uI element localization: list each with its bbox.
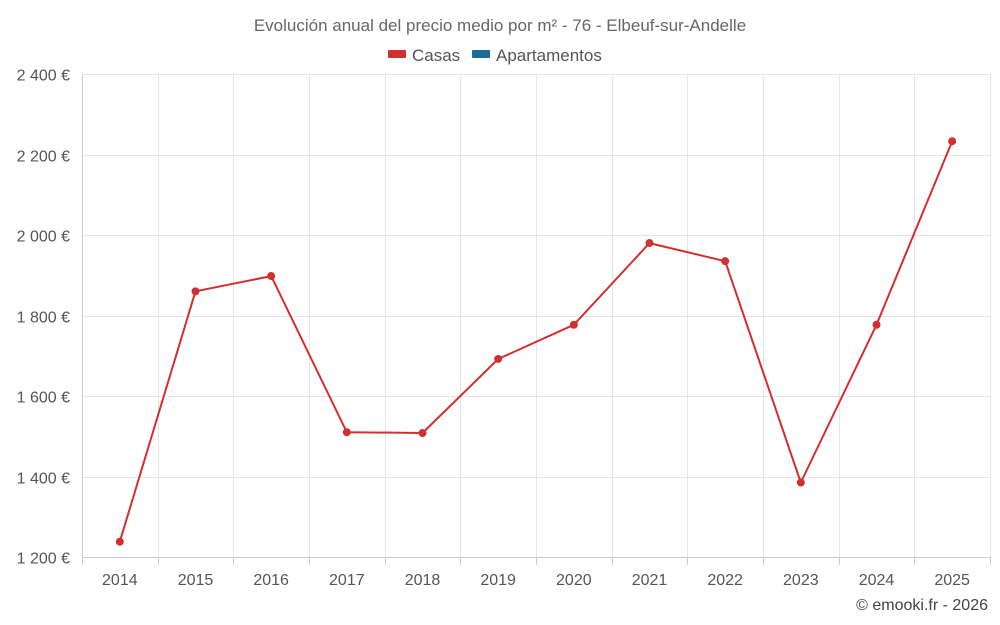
data-point-casas-2020[interactable] xyxy=(569,320,578,329)
legend: Casas Apartamentos xyxy=(388,46,602,65)
x-tick-label: 2015 xyxy=(178,572,214,589)
series-line-casas xyxy=(118,140,954,542)
x-tick-label: 2024 xyxy=(859,572,895,589)
data-point-casas-2025[interactable] xyxy=(948,137,957,146)
y-axis-ticks: 1 200 € 1 400 € 1 600 € 1 800 € 2 000 € 2 200… xyxy=(17,68,70,568)
data-point-casas-2021[interactable] xyxy=(645,239,654,248)
axes xyxy=(82,74,991,565)
y-tick-label: 1 600 € xyxy=(17,390,70,407)
y-tick-label: 1 400 € xyxy=(17,471,70,488)
x-axis-ticks: 2014 2015 2016 2017 2018 2019 2020 2021 2022 2023… xyxy=(102,572,970,589)
chart-title: Evolución anual del precio medio por m² … xyxy=(254,16,746,35)
data-point-casas-2022[interactable] xyxy=(721,257,730,266)
x-tick-label: 2023 xyxy=(783,572,819,589)
y-tick-label: 2 000 € xyxy=(17,229,70,246)
grid xyxy=(82,74,991,557)
legend-swatch-casas xyxy=(388,50,406,58)
data-point-casas-2018[interactable] xyxy=(418,429,427,438)
x-tick-label: 2018 xyxy=(405,572,441,589)
data-point-casas-2015[interactable] xyxy=(191,287,200,296)
legend-item-apartamentos[interactable]: Apartamentos xyxy=(472,46,602,65)
y-tick-label: 2 200 € xyxy=(17,149,70,166)
legend-item-casas[interactable]: Casas xyxy=(388,46,460,65)
data-point-casas-2023[interactable] xyxy=(796,478,805,487)
data-point-casas-2014[interactable] xyxy=(115,537,124,546)
x-tick-label: 2016 xyxy=(253,572,289,589)
x-tick-label: 2020 xyxy=(556,572,592,589)
x-tick-label: 2017 xyxy=(329,572,365,589)
data-point-casas-2016[interactable] xyxy=(267,272,276,281)
data-point-casas-2019[interactable] xyxy=(494,354,503,363)
y-tick-label: 1 800 € xyxy=(17,310,70,327)
legend-label-apartamentos: Apartamentos xyxy=(496,46,602,65)
x-tick-label: 2025 xyxy=(934,572,970,589)
y-tick-label: 1 200 € xyxy=(17,551,70,568)
legend-label-casas: Casas xyxy=(412,46,460,65)
legend-swatch-apartamentos xyxy=(472,50,490,58)
x-tick-label: 2021 xyxy=(632,572,668,589)
x-tick-label: 2019 xyxy=(480,572,516,589)
series xyxy=(115,137,957,546)
data-point-casas-2017[interactable] xyxy=(342,428,351,437)
x-tick-label: 2014 xyxy=(102,572,138,589)
data-point-casas-2024[interactable] xyxy=(872,320,881,329)
credit-text: © emooki.fr - 2026 xyxy=(856,597,988,614)
y-tick-label: 2 400 € xyxy=(17,68,70,85)
x-tick-label: 2022 xyxy=(707,572,743,589)
